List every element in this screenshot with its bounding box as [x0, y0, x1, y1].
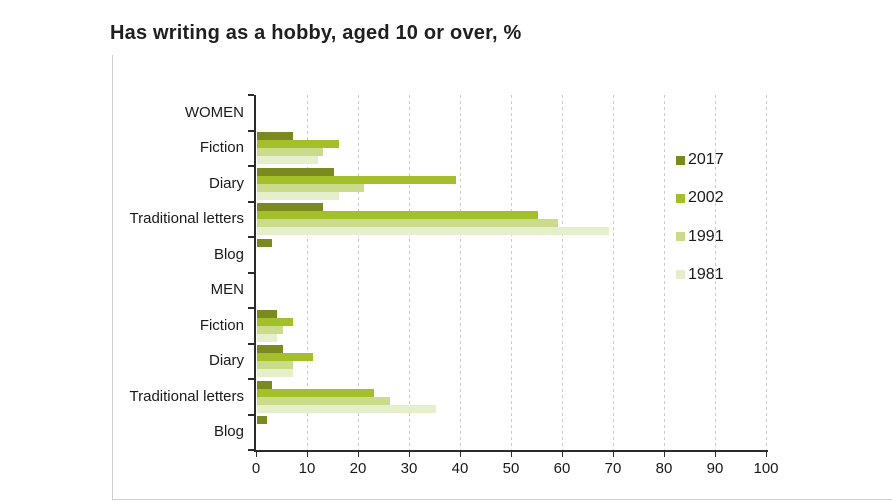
x-tick-label-60: 60: [553, 460, 571, 477]
legend-swatch-2002: [676, 193, 685, 203]
x-tick: [715, 452, 716, 457]
bar-2002-fiction: [257, 317, 293, 326]
bar-1981-fiction: [257, 156, 319, 164]
x-tick: [358, 452, 359, 457]
category-tick: [248, 449, 254, 451]
gridline: [766, 95, 767, 450]
gridline: [358, 95, 359, 450]
category-tick: [248, 94, 254, 96]
category-label-fiction: Fiction: [199, 139, 244, 157]
bar-1991-traditional-letters: [257, 396, 390, 405]
legend-label-1991: 1991: [688, 227, 724, 245]
gridline: [613, 95, 614, 450]
bar-1991-traditional-letters: [257, 219, 558, 227]
category-tick: [248, 271, 254, 274]
legend-item-2017: 2017: [676, 151, 724, 169]
legend-swatch-2017: [676, 155, 685, 165]
x-tick: [409, 452, 410, 457]
x-tick-label-10: 10: [298, 460, 316, 477]
category-label-traditional-letters: Traditional letters: [129, 210, 245, 228]
legend-label-2017: 2017: [688, 151, 724, 168]
x-tick: [664, 452, 665, 457]
chart-title: Has writing as a hobby, aged 10 or over,…: [110, 22, 522, 44]
value-axis: [254, 450, 768, 452]
category-label-traditional-letters: Traditional letters: [129, 387, 245, 405]
x-tick: [256, 452, 257, 457]
bar-2002-traditional-letters: [257, 211, 538, 219]
category-label-blog: Blog: [213, 423, 244, 441]
bar-1981-traditional-letters: [257, 404, 436, 413]
legend-swatch-1981: [676, 270, 685, 280]
x-tick-label-80: 80: [655, 460, 673, 477]
category-label-fiction: Fiction: [199, 316, 244, 334]
bar-2017-diary: [257, 167, 334, 176]
category-axis: [254, 95, 256, 451]
category-label-diary: Diary: [208, 174, 244, 192]
chart-frame: [112, 55, 892, 500]
legend-swatch-1991: [676, 232, 685, 242]
bar-2002-fiction: [257, 140, 339, 148]
x-tick-label-20: 20: [349, 460, 367, 477]
bar-2017-diary: [257, 345, 283, 353]
x-tick: [307, 452, 308, 457]
bar-2002-traditional-letters: [257, 388, 375, 397]
category-tick: [248, 165, 254, 167]
x-tick-label-40: 40: [451, 460, 469, 477]
category-tick: [248, 307, 254, 309]
bar-1991-diary: [257, 183, 365, 192]
gridline: [664, 95, 665, 450]
x-tick: [613, 452, 614, 457]
bar-2017-blog: [257, 238, 273, 247]
bar-1981-traditional-letters: [257, 227, 609, 235]
x-tick: [766, 452, 767, 457]
legend-label-2002: 2002: [688, 189, 724, 207]
bar-1981-diary: [257, 369, 293, 377]
bar-2017-traditional-letters: [257, 380, 273, 389]
bar-1981-fiction: [257, 333, 278, 342]
bar-2002-diary: [257, 175, 456, 184]
category-label-diary: Diary: [208, 352, 244, 370]
category-label-women: WOMEN: [184, 103, 244, 121]
legend-item-1991: 1991: [676, 228, 724, 246]
x-tick-label-90: 90: [706, 460, 724, 477]
category-tick: [248, 413, 254, 416]
x-tick: [460, 452, 461, 457]
category-tick: [248, 342, 254, 345]
bar-1991-fiction: [257, 148, 324, 156]
bar-1991-diary: [257, 361, 293, 369]
category-tick: [248, 129, 254, 132]
gridline: [409, 95, 410, 450]
bar-2017-traditional-letters: [257, 203, 324, 211]
category-tick: [248, 378, 254, 380]
gridline: [460, 95, 461, 450]
gridline: [562, 95, 563, 450]
gridline: [511, 95, 512, 450]
bar-2017-blog: [257, 416, 268, 424]
category-tick: [248, 200, 254, 203]
x-tick-label-0: 0: [251, 460, 261, 477]
x-tick-label-30: 30: [400, 460, 418, 477]
legend-label-1981: 1981: [688, 265, 724, 283]
x-tick-label-50: 50: [502, 460, 520, 477]
legend-item-2002: 2002: [676, 189, 724, 207]
gridline: [307, 95, 308, 450]
x-tick: [511, 452, 512, 457]
bar-2017-fiction: [257, 309, 278, 318]
bar-1991-fiction: [257, 325, 283, 334]
category-tick: [248, 236, 254, 238]
x-tick-label-70: 70: [604, 460, 622, 477]
x-tick: [562, 452, 563, 457]
bar-2002-diary: [257, 353, 314, 361]
gridline: [715, 95, 716, 450]
bar-2017-fiction: [257, 132, 293, 140]
category-label-men: MEN: [210, 281, 244, 299]
category-label-blog: Blog: [213, 245, 244, 263]
legend-item-1981: 1981: [676, 266, 724, 284]
bar-1981-diary: [257, 191, 339, 200]
x-tick-label-100: 100: [753, 460, 779, 477]
